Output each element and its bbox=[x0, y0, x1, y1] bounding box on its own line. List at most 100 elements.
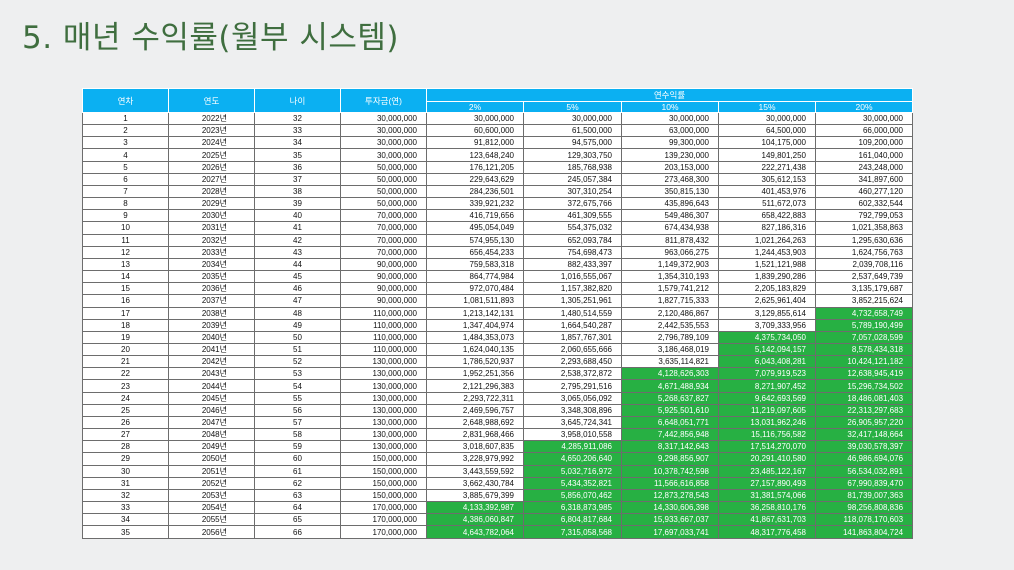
cell-rate-5: 7,315,058,568 bbox=[523, 525, 622, 539]
cell-rate-2: 3,018,607,835 bbox=[426, 440, 524, 454]
cell-year-index: 23 bbox=[82, 379, 169, 393]
cell-rate-5: 5,032,716,972 bbox=[523, 464, 622, 478]
cell-year-index: 13 bbox=[82, 257, 169, 272]
cell-rate-2: 1,347,404,974 bbox=[426, 318, 524, 332]
header-year-index: 연차 bbox=[82, 88, 169, 113]
cell-rate-5: 30,000,000 bbox=[523, 111, 622, 126]
cell-rate-20: 22,313,297,683 bbox=[814, 403, 914, 417]
cell-rate-15: 305,612,153 bbox=[718, 172, 816, 186]
cell-rate-10: 7,442,856,948 bbox=[621, 428, 719, 442]
cell-rate-20: 8,578,434,318 bbox=[814, 342, 914, 357]
cell-rate-2: 60,600,000 bbox=[426, 124, 524, 138]
cell-rate-20: 10,424,121,182 bbox=[814, 355, 914, 369]
cell-investment: 150,000,000 bbox=[340, 464, 427, 478]
cell-year: 2048년 bbox=[168, 428, 255, 442]
returns-table-container: 연차 연도 나이 투자금(연) 연수익률 2% 5% 10% 15% 20% 1… bbox=[82, 88, 914, 539]
cell-year-index: 33 bbox=[82, 500, 169, 515]
cell-investment: 130,000,000 bbox=[340, 367, 427, 381]
cell-rate-10: 3,635,114,821 bbox=[621, 355, 719, 369]
cell-rate-15: 1,021,264,263 bbox=[718, 233, 816, 247]
cell-rate-10: 2,796,789,109 bbox=[621, 330, 719, 344]
cell-age: 38 bbox=[254, 184, 341, 199]
cell-rate-20: 3,852,215,624 bbox=[814, 294, 914, 308]
cell-investment: 70,000,000 bbox=[340, 233, 427, 247]
cell-age: 52 bbox=[254, 355, 341, 369]
cell-rate-15: 4,375,734,050 bbox=[718, 330, 816, 344]
cell-rate-20: 792,799,053 bbox=[814, 209, 914, 223]
cell-investment: 50,000,000 bbox=[340, 184, 427, 199]
cell-year-index: 27 bbox=[82, 428, 169, 442]
page-title: 5. 매년 수익률(월부 시스템) bbox=[22, 20, 400, 56]
cell-investment: 130,000,000 bbox=[340, 379, 427, 393]
table-row: 14 2035년 45 90,000,000 864,774,984 1,016,555,… bbox=[82, 270, 914, 284]
table-row: 25 2046년 56 130,000,000 2,469,596,757 3,348,3… bbox=[82, 403, 914, 417]
cell-rate-20: 32,417,148,664 bbox=[814, 428, 914, 442]
cell-year-index: 14 bbox=[82, 270, 169, 284]
cell-rate-5: 61,500,000 bbox=[523, 124, 622, 138]
annual-returns-table: 연차 연도 나이 투자금(연) 연수익률 2% 5% 10% 15% 20% 1… bbox=[82, 88, 914, 539]
cell-rate-10: 1,827,715,333 bbox=[621, 294, 719, 308]
cell-rate-2: 3,228,979,992 bbox=[426, 452, 524, 466]
table-row: 18 2039년 49 110,000,000 1,347,404,974 1,664,5… bbox=[82, 318, 914, 332]
cell-rate-5: 461,309,555 bbox=[523, 209, 622, 223]
cell-year-index: 8 bbox=[82, 197, 169, 211]
cell-rate-20: 118,078,170,603 bbox=[814, 513, 914, 527]
cell-year: 2032년 bbox=[168, 233, 255, 247]
cell-rate-2: 574,955,130 bbox=[426, 233, 524, 247]
cell-year: 2038년 bbox=[168, 306, 255, 320]
cell-rate-15: 827,186,316 bbox=[718, 221, 816, 235]
cell-age: 59 bbox=[254, 440, 341, 454]
table-row: 35 2056년 66 170,000,000 4,643,782,064 7,315,0… bbox=[82, 525, 914, 539]
cell-rate-2: 1,624,040,135 bbox=[426, 342, 524, 357]
cell-rate-20: 18,486,081,403 bbox=[814, 391, 914, 405]
cell-rate-10: 5,268,637,827 bbox=[621, 391, 719, 405]
cell-age: 37 bbox=[254, 172, 341, 186]
cell-rate-5: 2,795,291,516 bbox=[523, 379, 622, 393]
cell-year: 2028년 bbox=[168, 184, 255, 199]
table-row: 20 2041년 51 110,000,000 1,624,040,135 2,060,6… bbox=[82, 342, 914, 357]
cell-year-index: 5 bbox=[82, 160, 169, 174]
cell-age: 62 bbox=[254, 476, 341, 490]
cell-rate-10: 963,066,275 bbox=[621, 245, 719, 259]
cell-rate-10: 12,873,278,543 bbox=[621, 488, 719, 503]
cell-rate-5: 3,065,056,092 bbox=[523, 391, 622, 405]
cell-investment: 70,000,000 bbox=[340, 221, 427, 235]
cell-rate-15: 2,625,961,404 bbox=[718, 294, 816, 308]
cell-year-index: 31 bbox=[82, 476, 169, 490]
cell-rate-20: 1,021,358,863 bbox=[814, 221, 914, 235]
cell-age: 46 bbox=[254, 282, 341, 296]
cell-rate-5: 2,060,655,666 bbox=[523, 342, 622, 357]
cell-rate-10: 3,186,468,019 bbox=[621, 342, 719, 357]
cell-rate-2: 123,648,240 bbox=[426, 148, 524, 162]
cell-investment: 50,000,000 bbox=[340, 197, 427, 211]
cell-year-index: 34 bbox=[82, 513, 169, 527]
cell-rate-2: 2,469,596,757 bbox=[426, 403, 524, 417]
cell-rate-10: 2,442,535,553 bbox=[621, 318, 719, 332]
table-row: 27 2048년 58 130,000,000 2,831,968,466 3,958,0… bbox=[82, 428, 914, 442]
table-row: 19 2040년 50 110,000,000 1,484,353,073 1,857,7… bbox=[82, 330, 914, 344]
cell-rate-15: 15,116,756,582 bbox=[718, 428, 816, 442]
cell-age: 39 bbox=[254, 197, 341, 211]
cell-rate-20: 5,789,190,499 bbox=[814, 318, 914, 332]
cell-rate-2: 3,662,430,784 bbox=[426, 476, 524, 490]
cell-rate-10: 549,486,307 bbox=[621, 209, 719, 223]
cell-rate-2: 2,648,988,692 bbox=[426, 415, 524, 430]
cell-year: 2055년 bbox=[168, 513, 255, 527]
cell-investment: 170,000,000 bbox=[340, 500, 427, 515]
cell-rate-5: 3,958,010,558 bbox=[523, 428, 622, 442]
cell-rate-2: 1,213,142,131 bbox=[426, 306, 524, 320]
table-row: 6 2027년 37 50,000,000 229,643,629 245,057,384… bbox=[82, 172, 914, 186]
cell-year-index: 10 bbox=[82, 221, 169, 235]
cell-rate-15: 17,514,270,070 bbox=[718, 440, 816, 454]
table-row: 23 2044년 54 130,000,000 2,121,296,383 2,795,2… bbox=[82, 379, 914, 393]
cell-year: 2031년 bbox=[168, 221, 255, 235]
cell-age: 66 bbox=[254, 525, 341, 539]
table-body: 1 2022년 32 30,000,000 30,000,000 30,000,000 30… bbox=[82, 111, 914, 539]
cell-rate-10: 14,330,606,398 bbox=[621, 500, 719, 515]
cell-rate-2: 656,454,233 bbox=[426, 245, 524, 259]
cell-rate-15: 2,205,183,829 bbox=[718, 282, 816, 296]
cell-year: 2042년 bbox=[168, 355, 255, 369]
cell-age: 43 bbox=[254, 245, 341, 259]
cell-rate-2: 2,831,968,466 bbox=[426, 428, 524, 442]
cell-rate-15: 11,219,097,605 bbox=[718, 403, 816, 417]
